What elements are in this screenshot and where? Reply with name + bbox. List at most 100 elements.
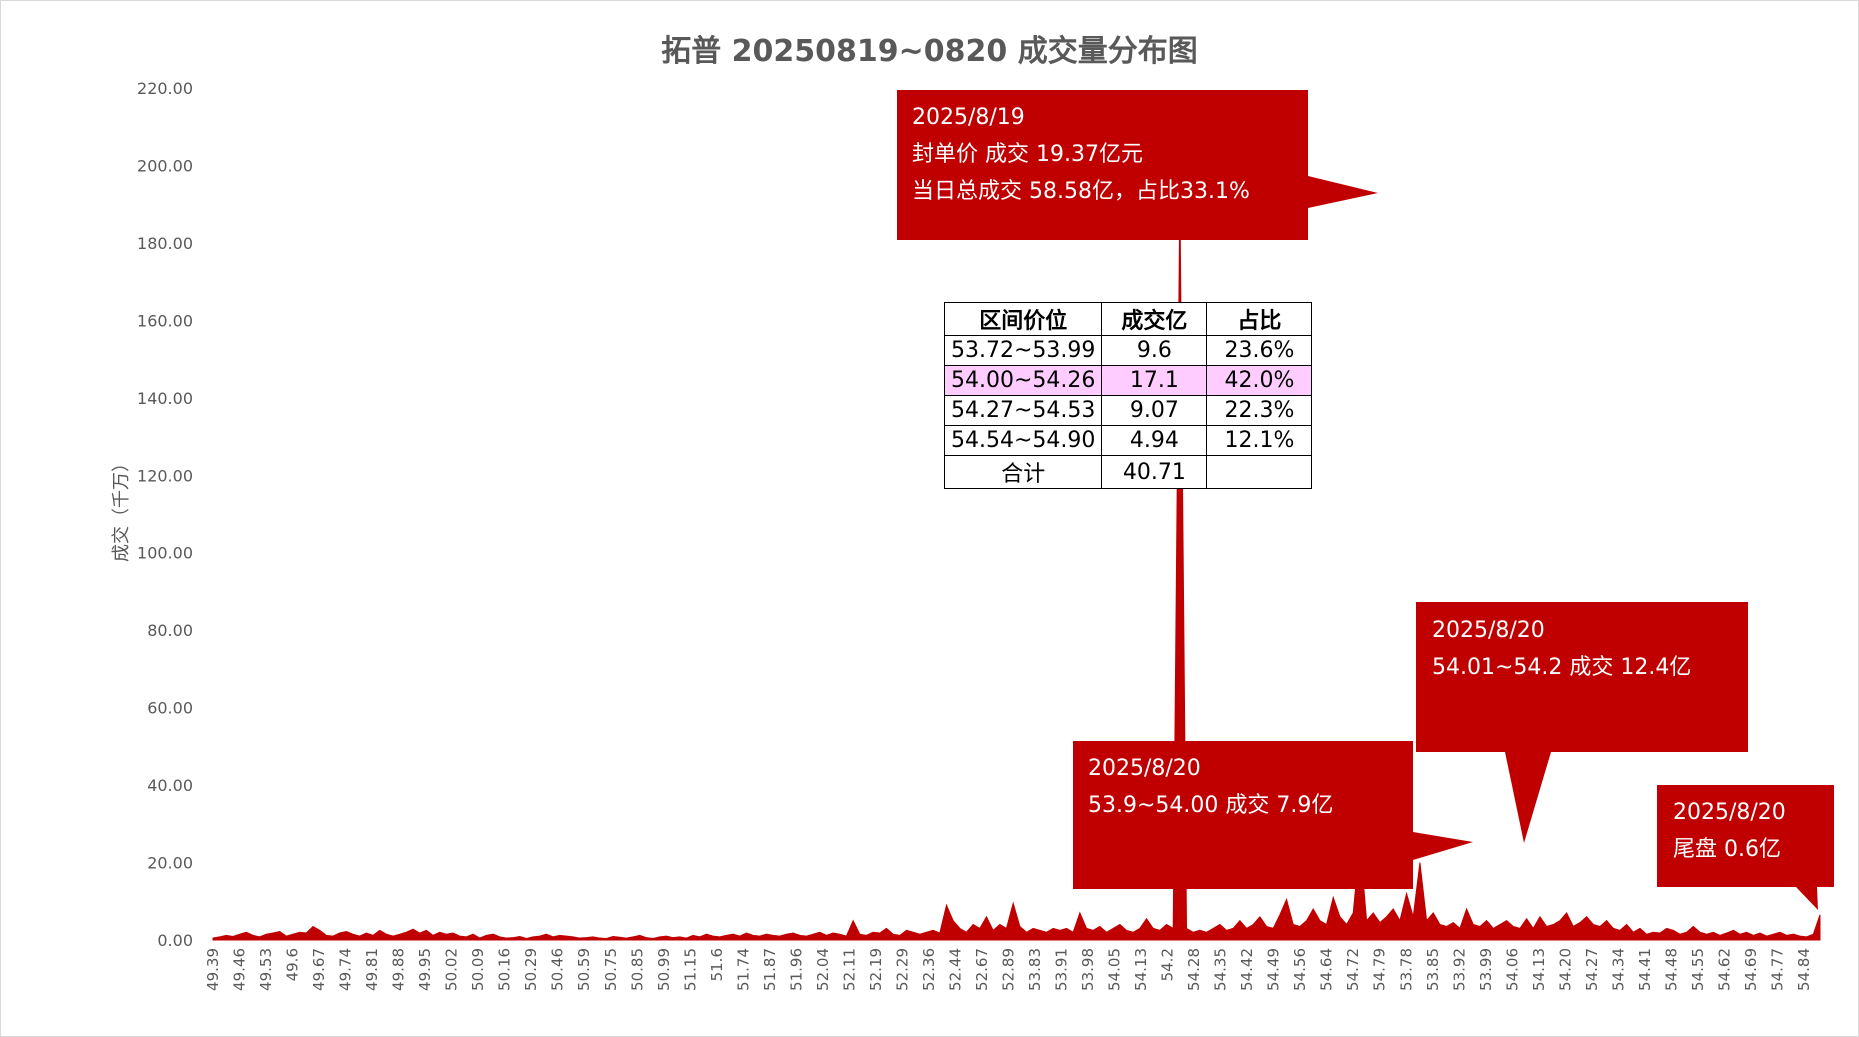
- x-tick-label: 51.74: [734, 948, 752, 991]
- x-tick-label: 49.39: [204, 948, 222, 991]
- x-tick-label: 54.49: [1265, 948, 1283, 991]
- table-cell: 9.07: [1101, 395, 1208, 426]
- table-cell: 54.54~54.90: [943, 425, 1103, 456]
- y-tick-label: 80.00: [147, 621, 193, 640]
- callout-4-text: 2025/8/20 尾盘 0.6亿: [1673, 794, 1786, 868]
- x-tick-label: 51.15: [681, 948, 699, 991]
- x-tick-label: 52.29: [893, 948, 911, 991]
- x-tick-label: 52.89: [1000, 948, 1018, 991]
- x-tick-label: 49.46: [231, 948, 249, 991]
- x-tick-label: 49.74: [337, 948, 355, 991]
- x-tick-label: 50.29: [522, 948, 540, 991]
- callout-1-line-2: 封单价 成交 19.37亿元: [912, 142, 1143, 167]
- x-tick-label: 50.85: [628, 948, 646, 991]
- x-tick-label: 54.13: [1132, 948, 1150, 991]
- y-tick-label: 220.00: [137, 79, 193, 98]
- x-tick-label: 54.55: [1689, 948, 1707, 991]
- x-tick-label: 49.95: [416, 948, 434, 991]
- callout-1-shape: [897, 90, 1378, 240]
- x-tick-label: 54.84: [1795, 948, 1813, 991]
- series-area: [212, 192, 1821, 941]
- y-axis-title: 成交（千万）: [111, 454, 132, 562]
- table-cell: 23.6%: [1206, 335, 1313, 366]
- callout-shapes: [897, 90, 1834, 910]
- x-tick-label: 51.6: [708, 948, 726, 981]
- x-tick-label: 54.72: [1344, 948, 1362, 991]
- callout-4-line-2: 尾盘 0.6亿: [1673, 837, 1781, 862]
- y-tick-label: 20.00: [147, 854, 193, 873]
- callout-3-line-1: 2025/8/20: [1088, 756, 1201, 781]
- table-row: 54.54~54.90 4.94 12.1%: [943, 425, 1313, 456]
- x-tick-label: 50.46: [549, 948, 567, 991]
- y-tick-label: 140.00: [137, 389, 193, 408]
- x-tick-label: 50.02: [443, 948, 461, 991]
- table-cell: 42.0%: [1206, 365, 1313, 396]
- x-tick-label: 54.41: [1636, 948, 1654, 991]
- x-tick-label: 49.81: [363, 948, 381, 991]
- table-cell: 54.27~54.53: [943, 395, 1103, 426]
- callout-3-text: 2025/8/20 53.9~54.00 成交 7.9亿: [1088, 750, 1333, 824]
- y-tick-label: 0.00: [157, 931, 193, 950]
- table-cell: 合计: [943, 455, 1103, 489]
- table-cell: 22.3%: [1206, 395, 1313, 426]
- y-tick-label: 100.00: [137, 544, 193, 563]
- summary-table: 区间价位 成交亿 占比 53.72~53.99 9.6 23.6% 54.00~…: [943, 302, 1313, 489]
- x-tick-label: 54.79: [1371, 948, 1389, 991]
- callout-3-shape: [1073, 741, 1473, 889]
- callout-2-shape: [1416, 602, 1748, 843]
- table-cell: 40.71: [1101, 455, 1208, 489]
- x-tick-label: 54.62: [1715, 948, 1733, 991]
- y-tick-label: 180.00: [137, 234, 193, 253]
- y-tick-label: 200.00: [137, 156, 193, 175]
- x-tick-label: 50.59: [575, 948, 593, 991]
- table-header-cell: 占比: [1206, 302, 1313, 336]
- chart-title: 拓普 20250819~0820 成交量分布图: [661, 34, 1198, 69]
- table-row: 54.27~54.53 9.07 22.3%: [943, 395, 1313, 426]
- y-tick-label: 40.00: [147, 776, 193, 795]
- x-tick-label: 52.19: [867, 948, 885, 991]
- x-axis: 49.39 49.46 49.53 49.6 49.67 49.74 49.81 49.88 4…: [204, 939, 1820, 991]
- x-tick-label: 54.64: [1318, 948, 1336, 991]
- table-cell: [1206, 455, 1313, 489]
- x-tick-label: 54.20: [1556, 948, 1574, 991]
- callout-3-line-2: 53.9~54.00 成交 7.9亿: [1088, 793, 1334, 818]
- x-tick-label: 53.78: [1397, 948, 1415, 991]
- x-tick-label: 53.98: [1079, 948, 1097, 991]
- x-tick-label: 53.99: [1477, 948, 1495, 991]
- x-tick-label: 54.28: [1185, 948, 1203, 991]
- x-tick-label: 54.56: [1291, 948, 1309, 991]
- y-tick-label: 160.00: [137, 311, 193, 330]
- x-tick-label: 54.77: [1768, 948, 1786, 991]
- x-tick-label: 49.67: [310, 948, 328, 991]
- x-tick-label: 52.36: [920, 948, 938, 991]
- table-cell: 4.94: [1101, 425, 1208, 456]
- series-group: [212, 192, 1821, 941]
- x-tick-label: 52.11: [840, 948, 858, 991]
- x-tick-label: 51.87: [761, 948, 779, 991]
- table-cell: 12.1%: [1206, 425, 1313, 456]
- callout-4-line-1: 2025/8/20: [1673, 800, 1786, 825]
- x-tick-label: 49.53: [257, 948, 275, 991]
- callout-2-text: 2025/8/20 54.01~54.2 成交 12.4亿: [1432, 612, 1691, 686]
- table-cell: 17.1: [1101, 365, 1208, 396]
- x-tick-label: 50.09: [469, 948, 487, 991]
- x-tick-label: 54.69: [1742, 948, 1760, 991]
- table-header-cell: 区间价位: [943, 302, 1103, 336]
- callout-2-line-1: 2025/8/20: [1432, 618, 1545, 643]
- y-tick-label: 120.00: [137, 466, 193, 485]
- x-tick-label: 52.67: [973, 948, 991, 991]
- callout-1-line-1: 2025/8/19: [912, 105, 1025, 130]
- table-cell: 54.00~54.26: [943, 365, 1103, 396]
- table-row-highlighted: 54.00~54.26 17.1 42.0%: [943, 365, 1313, 396]
- x-tick-label: 49.6: [284, 948, 302, 981]
- x-tick-label: 52.04: [814, 948, 832, 991]
- table-cell: 9.6: [1101, 335, 1208, 366]
- table-row: 合计 40.71: [943, 455, 1313, 489]
- x-tick-label: 54.06: [1503, 948, 1521, 991]
- x-tick-label: 54.35: [1212, 948, 1230, 991]
- table-row: 53.72~53.99 9.6 23.6%: [943, 335, 1313, 366]
- x-tick-label: 51.96: [787, 948, 805, 991]
- x-tick-label: 54.13: [1530, 948, 1548, 991]
- x-tick-label: 53.91: [1053, 948, 1071, 991]
